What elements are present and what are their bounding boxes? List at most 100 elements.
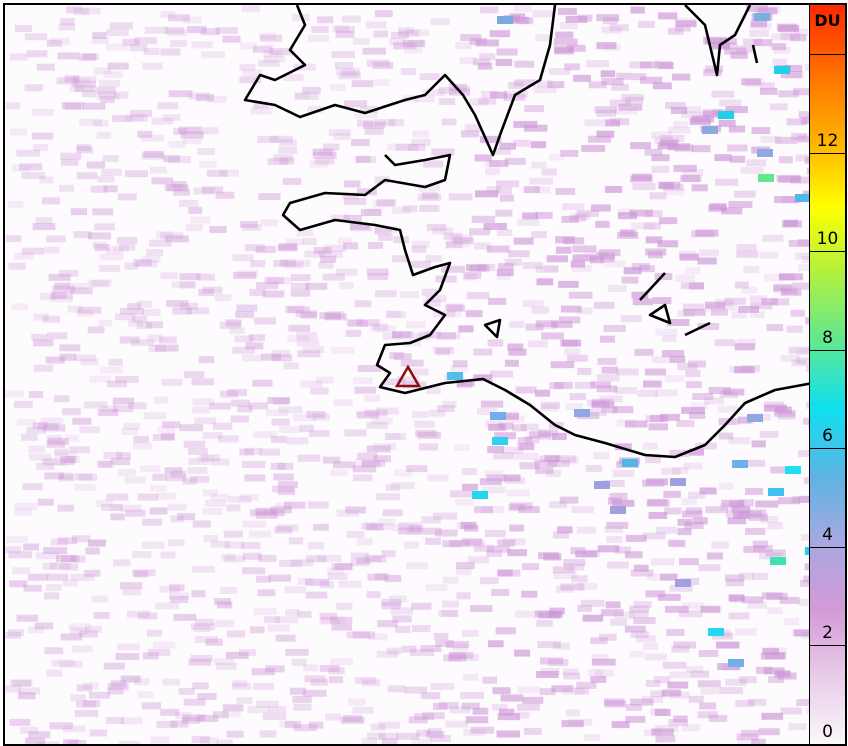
so2-pixel [406,40,426,48]
so2-pixel [105,43,129,51]
so2-pixel [480,6,499,14]
so2-pixel [220,390,239,398]
so2-pixel [435,639,454,647]
so2-pixel [574,381,596,389]
so2-pixel [495,627,517,635]
so2-pixel [603,260,626,268]
so2-pixel [144,26,168,34]
so2-pixel [412,130,430,138]
so2-pixel [302,238,317,246]
so2-pixel [466,292,490,300]
so2-pixel [18,692,36,700]
so2-pixel [621,276,639,284]
so2-pixel [79,630,98,638]
so2-pixel [605,601,621,609]
so2-pixel [88,232,112,240]
so2-pixel [408,716,428,724]
so2-pixel [747,601,767,609]
so2-pixel [783,618,799,626]
so2-pixel [412,625,431,633]
volcano-marker-icon [394,364,422,388]
so2-pixel [455,42,472,50]
so2-pixel [71,645,93,653]
so2-pixel [8,262,26,270]
so2-pixel [552,566,575,574]
so2-pixel [392,524,414,532]
so2-pixel [324,313,347,321]
so2-pixel [351,139,370,147]
so2-pixel [127,302,142,310]
so2-pixel [356,319,380,327]
so2-pixel [455,568,472,576]
so2-pixel [5,685,22,693]
so2-pixel [631,222,656,230]
so2-pixel [452,643,468,651]
so2-pixel [469,228,491,236]
so2-pixel [173,188,190,196]
so2-pixel [492,703,508,711]
so2-pixel [496,229,513,237]
so2-pixel [576,582,598,590]
so2-pixel [338,580,362,588]
so2-pixel [594,106,618,114]
so2-pixel [212,711,229,719]
so2-pixel [28,573,49,581]
so2-pixel [450,365,468,373]
so2-pixel [441,265,466,273]
so2-pixel [285,305,305,313]
so2-pixel [118,243,136,251]
so2-pixel [728,659,744,667]
so2-pixel [497,569,513,577]
so2-pixel [471,215,496,223]
so2-pixel [456,592,471,600]
so2-pixel [133,570,149,578]
so2-pixel [355,155,371,163]
so2-pixel [632,298,653,306]
so2-pixel [366,421,388,429]
so2-pixel [67,305,83,313]
so2-pixel [795,154,810,162]
so2-pixel [163,113,181,121]
so2-pixel [773,46,791,54]
so2-pixel [377,620,398,628]
so2-pixel [76,144,91,152]
so2-pixel [749,30,770,38]
so2-pixel [209,226,227,234]
so2-pixel [499,142,516,150]
so2-pixel [783,64,803,72]
so2-pixel [262,713,287,721]
so2-pixel [28,453,52,461]
so2-pixel [219,586,237,594]
so2-pixel [568,718,593,726]
so2-pixel [187,467,208,475]
so2-pixel [575,550,598,558]
so2-pixel [624,420,648,428]
so2-pixel [124,476,146,484]
so2-pixel [740,729,760,737]
so2-pixel [273,154,293,162]
so2-pixel [316,16,334,24]
so2-pixel [6,102,21,110]
so2-pixel [591,658,616,666]
so2-pixel [737,416,753,424]
so2-pixel [164,183,183,191]
so2-pixel [484,160,501,168]
so2-pixel [633,601,652,609]
so2-pixel [669,355,686,363]
so2-pixel [768,488,784,496]
so2-pixel [74,354,97,362]
so2-pixel [765,5,781,13]
so2-pixel [767,522,783,530]
so2-pixel [472,491,488,499]
so2-pixel [517,703,540,711]
so2-pixel [67,282,88,290]
so2-pixel [271,418,290,426]
so2-pixel [420,692,441,700]
so2-pixel [149,484,167,492]
so2-pixel [82,682,99,690]
so2-pixel [221,553,236,561]
so2-pixel [569,393,587,401]
so2-pixel [148,344,167,352]
so2-pixel [775,136,798,144]
so2-pixel [279,720,298,728]
